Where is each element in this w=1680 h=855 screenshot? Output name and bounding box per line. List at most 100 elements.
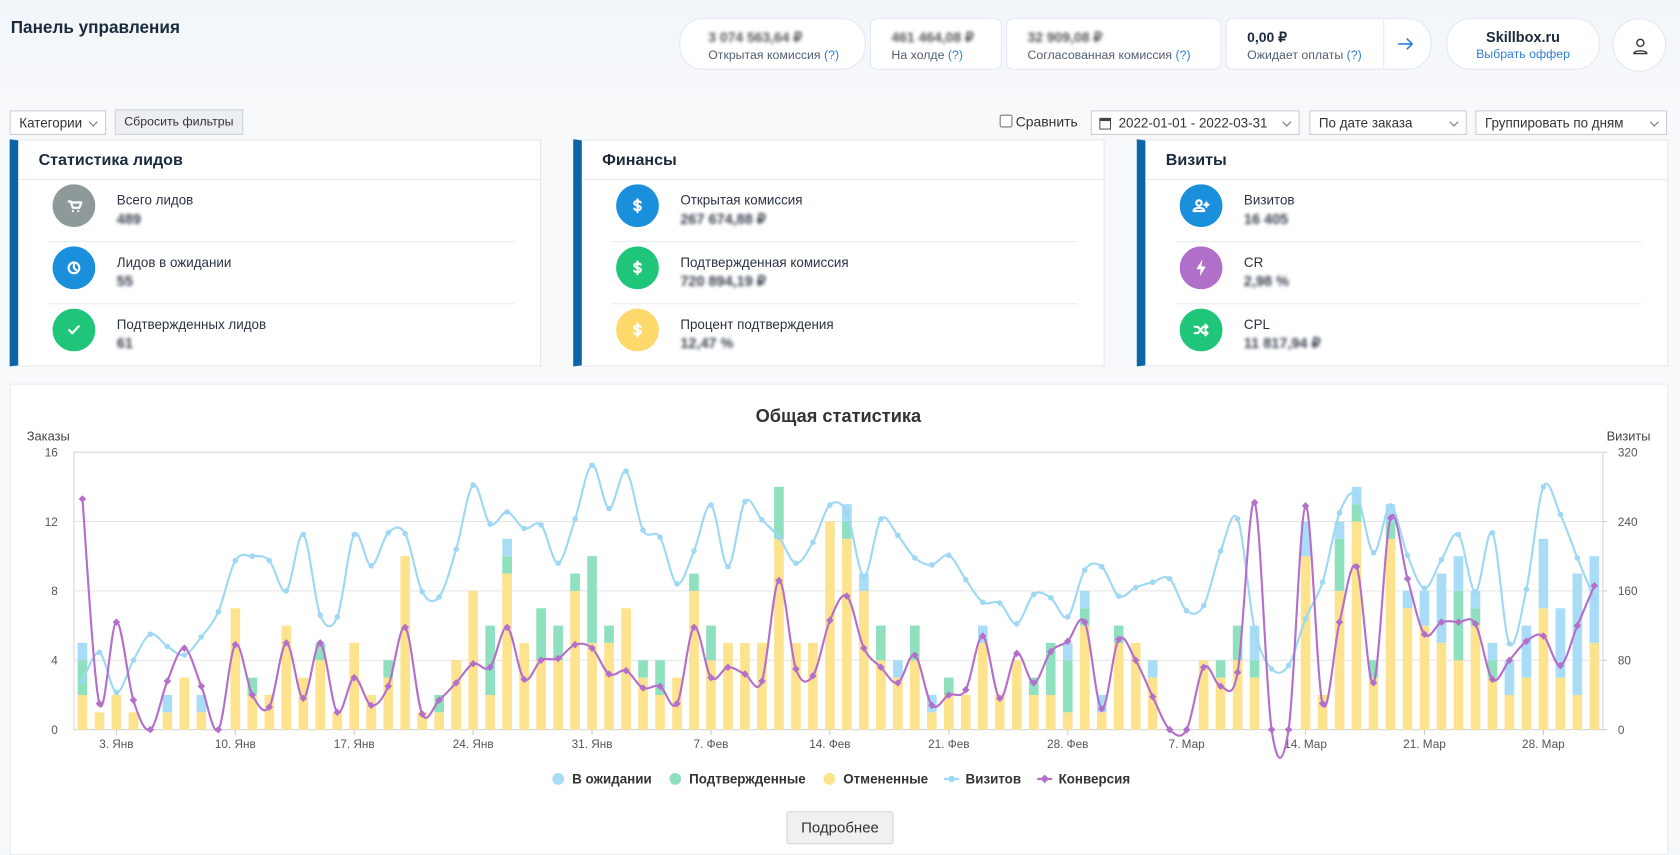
bar (536, 660, 546, 730)
hint[interactable]: (?) (1346, 49, 1362, 63)
hint[interactable]: (?) (1175, 49, 1191, 63)
point (1115, 593, 1122, 599)
point (333, 708, 341, 717)
categories-select[interactable]: Категории (9, 110, 107, 136)
icon-glyph (67, 261, 81, 275)
date-picker[interactable]: 2022-01-01 - 2022-03-31 (1090, 110, 1300, 136)
bar (77, 642, 88, 661)
card-divider (581, 178, 1104, 181)
point (453, 546, 459, 553)
bar (1436, 642, 1447, 730)
compare-label[interactable]: Сравнить (1015, 113, 1078, 130)
hint[interactable]: (?) (824, 49, 840, 63)
row-separator (611, 241, 1078, 243)
bar (1215, 660, 1226, 678)
point (691, 548, 697, 554)
point (656, 682, 664, 691)
stat-label: Подтвержденная комиссия (680, 255, 849, 271)
point (147, 631, 154, 638)
point (249, 553, 256, 559)
point (1557, 511, 1564, 518)
label-text: Ожидает оплаты (1247, 49, 1344, 63)
point (1183, 608, 1190, 614)
bar (1385, 521, 1396, 539)
label-text: Открытая комиссия (708, 49, 821, 63)
point (657, 534, 663, 540)
point (606, 505, 612, 512)
point (503, 623, 511, 632)
point (402, 530, 408, 537)
bar (502, 538, 512, 557)
row-separator (611, 303, 1078, 305)
point (197, 682, 206, 691)
stat-card: Визиты Визитов 16 405 CR 2,98 % CPL 11 817,94 … (1136, 139, 1669, 367)
hint[interactable]: (?) (947, 49, 963, 63)
pay-arrow[interactable] (1396, 35, 1415, 52)
plot-frame (73, 451, 1604, 731)
point (214, 725, 223, 734)
card-divider (1145, 178, 1668, 181)
bar (1011, 660, 1022, 730)
point (861, 573, 867, 579)
legend-label[interactable]: Подтвержденные (689, 772, 806, 787)
point (1302, 615, 1309, 622)
point (198, 634, 205, 640)
user-button[interactable] (1612, 18, 1667, 72)
legend-label[interactable]: Отмененные (843, 772, 928, 787)
bar (1062, 712, 1073, 730)
label-text: На холде (891, 49, 945, 63)
bar (1351, 521, 1362, 730)
chart-title: Общая статистика (756, 406, 922, 426)
bar (1419, 590, 1430, 626)
offer[interactable]: Skillbox.ru Выбрать оффер (1446, 18, 1600, 70)
point (419, 588, 425, 595)
amount: 32 909,08 ₽ (1027, 28, 1103, 46)
point (1387, 503, 1394, 509)
label: Ожидает оплаты (?) (1247, 49, 1362, 62)
legend-label[interactable]: В ожидании (572, 772, 652, 787)
point (623, 468, 629, 475)
compare-checkbox[interactable] (999, 114, 1013, 128)
icon-glyph (1196, 260, 1206, 276)
bar (1096, 712, 1107, 730)
bar (943, 694, 954, 730)
icon-glyph (1193, 323, 1209, 337)
point (776, 534, 782, 540)
point (810, 539, 816, 546)
point (1047, 595, 1054, 601)
point (368, 562, 375, 569)
reset-button[interactable]: Сбросить фильтры (114, 109, 244, 136)
point (1132, 584, 1139, 591)
bar (1249, 660, 1260, 678)
stat-value: 2,98 % (1243, 273, 1289, 290)
bar (111, 694, 122, 730)
bar (842, 538, 852, 730)
bar (825, 521, 835, 730)
bar (1521, 625, 1532, 678)
point (572, 516, 578, 522)
date-mode-select[interactable]: По дате заказа (1309, 110, 1467, 136)
point (929, 562, 935, 568)
legend-label[interactable]: Визитов (966, 772, 1022, 787)
bar (1147, 677, 1158, 730)
card-title: Визиты (1165, 151, 1227, 170)
bar (893, 677, 903, 730)
point (266, 557, 273, 564)
point (112, 618, 121, 626)
stat-value: 267 674,88 ₽ (680, 211, 766, 228)
bar (1385, 504, 1396, 522)
grouping-select[interactable]: Группировать по дням (1475, 110, 1668, 136)
legend-marker (948, 775, 955, 783)
bar (383, 677, 394, 730)
bar (298, 677, 309, 730)
bar (1470, 590, 1481, 609)
point (1030, 591, 1037, 598)
offer-action[interactable]: Выбрать оффер (1476, 48, 1570, 62)
point (1574, 555, 1581, 561)
stat-value: 11 817,94 ₽ (1243, 335, 1321, 352)
point (436, 594, 442, 600)
legend-label[interactable]: Конверсия (1059, 772, 1131, 787)
more-button[interactable]: Подробнее (786, 811, 894, 845)
stat-label: Визитов (1243, 192, 1295, 208)
point (963, 576, 969, 583)
